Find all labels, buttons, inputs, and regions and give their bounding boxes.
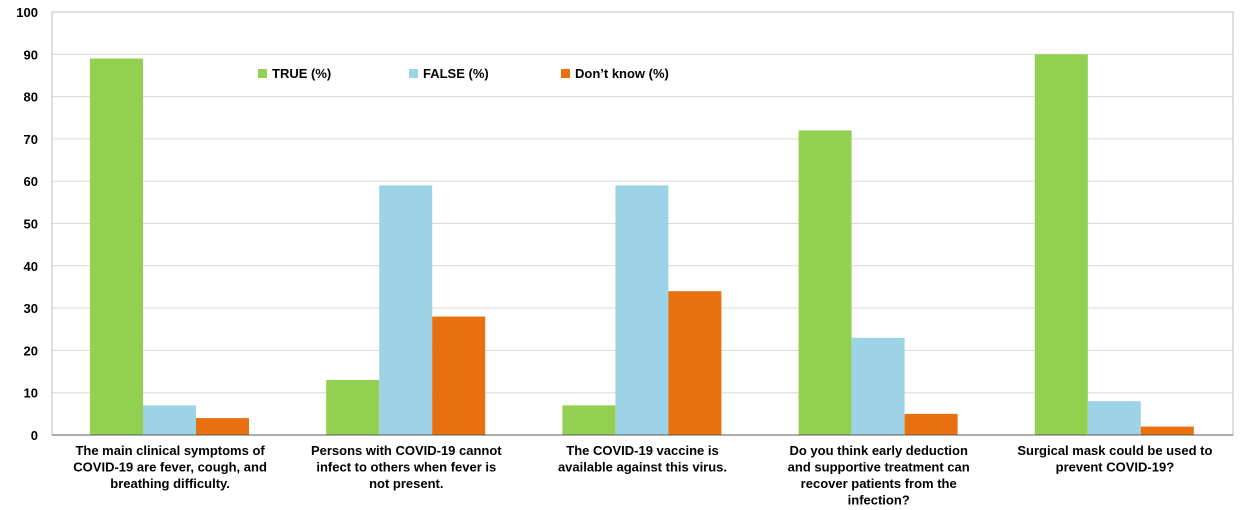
legend-swatch xyxy=(561,69,570,78)
y-axis-ticks: 0 10 20 30 40 50 60 70 80 90 100 xyxy=(16,5,38,443)
category-label-line: not present. xyxy=(369,476,443,491)
category-label: Do you think early deduction and supporti… xyxy=(788,443,970,508)
category-label-line: Persons with COVID-19 cannot xyxy=(311,443,502,458)
bar xyxy=(615,185,669,435)
legend-label: TRUE (%) xyxy=(272,66,331,81)
y-tick-label: 70 xyxy=(24,132,38,147)
y-tick-label: 10 xyxy=(24,386,38,401)
legend-label: Don’t know (%) xyxy=(575,66,669,81)
category-label-line: Do you think early deduction xyxy=(789,443,967,458)
category-label-line: recover patients from the xyxy=(801,476,957,491)
bar xyxy=(326,380,380,435)
bar xyxy=(798,130,852,435)
y-tick-label: 60 xyxy=(24,174,38,189)
y-tick-label: 50 xyxy=(24,217,38,232)
legend-label: FALSE (%) xyxy=(423,66,489,81)
bar xyxy=(562,405,616,435)
category-label-line: prevent COVID-19? xyxy=(1056,460,1175,475)
bar xyxy=(379,185,433,435)
y-tick-label: 40 xyxy=(24,259,38,274)
bar xyxy=(90,58,143,435)
category-label: The COVID-19 vaccine is available against… xyxy=(558,443,727,475)
category-label-line: The COVID-19 vaccine is xyxy=(566,443,718,458)
axes xyxy=(51,11,1234,436)
category-label: Persons with COVID-19 cannot infect to ot… xyxy=(311,443,502,491)
category-label-line: COVID-19 are fever, cough, and xyxy=(73,460,267,475)
category-label-line: The main clinical symptoms of xyxy=(75,443,265,458)
bar xyxy=(432,316,486,435)
category-label-line: infection? xyxy=(848,493,910,508)
bar xyxy=(851,337,905,435)
y-tick-label: 0 xyxy=(31,428,38,443)
bar xyxy=(1034,54,1088,436)
y-tick-label: 100 xyxy=(16,5,38,20)
bar xyxy=(143,405,196,435)
x-axis-categories: The main clinical symptoms of COVID-19 ar… xyxy=(73,443,1212,508)
category-label: The main clinical symptoms of COVID-19 ar… xyxy=(73,443,267,491)
bar xyxy=(668,291,722,435)
y-tick-label: 20 xyxy=(24,343,38,358)
y-tick-label: 90 xyxy=(24,47,38,62)
bar xyxy=(1087,401,1141,435)
legend-swatch xyxy=(258,69,267,78)
category-label: Surgical mask could be used to prevent CO… xyxy=(1017,443,1212,475)
category-label-line: available against this virus. xyxy=(558,460,727,475)
bar xyxy=(904,413,958,435)
bar xyxy=(1140,426,1194,435)
category-label-line: breathing difficulty. xyxy=(110,476,230,491)
legend: TRUE (%) FALSE (%) Don’t know (%) xyxy=(258,66,669,81)
y-tick-label: 80 xyxy=(24,90,38,105)
category-label-line: Surgical mask could be used to xyxy=(1017,443,1212,458)
legend-swatch xyxy=(409,69,418,78)
bar xyxy=(196,418,249,435)
bars xyxy=(90,54,1194,436)
category-label-line: and supportive treatment can xyxy=(788,460,970,475)
category-label-line: infect to others when fever is xyxy=(316,460,496,475)
y-tick-label: 30 xyxy=(24,301,38,316)
